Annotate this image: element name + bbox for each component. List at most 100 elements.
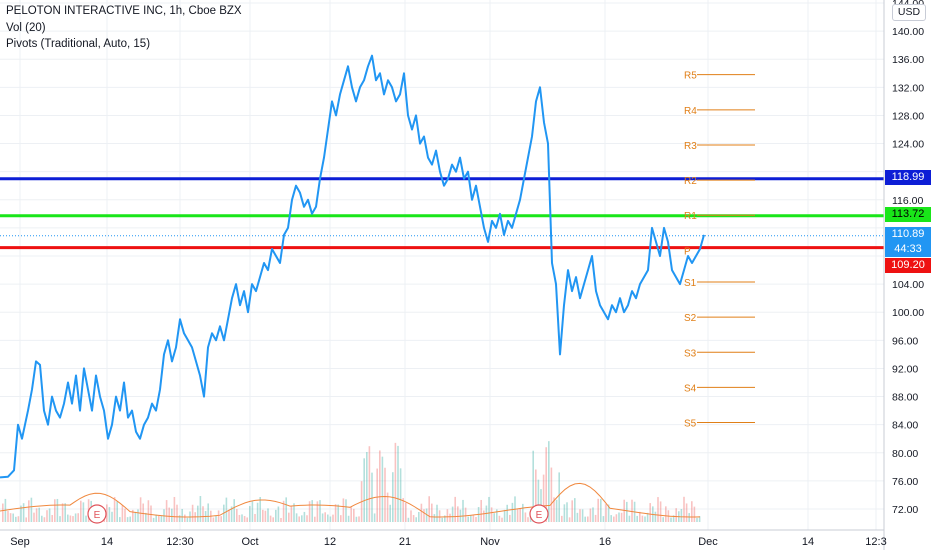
volume-bar [475, 517, 477, 522]
volume-bar [675, 508, 677, 522]
volume-bar [236, 509, 238, 522]
volume-bar [61, 503, 64, 522]
symbol-title[interactable]: PELOTON INTERACTIVE INC, 1h, Cboe BZX [6, 5, 242, 17]
volume-bar [605, 504, 607, 522]
x-tick-label: 14 [802, 536, 814, 548]
volume-bar [249, 506, 251, 522]
green-line-price-badge: 113.72 [885, 207, 931, 222]
volume-bar [457, 506, 459, 522]
volume-bar [319, 500, 321, 522]
volume-bar [584, 516, 586, 522]
volume-bar [464, 507, 467, 522]
volume-bar [444, 515, 446, 522]
volume-bar [672, 515, 675, 522]
x-tick-label: Sep [10, 536, 30, 548]
volume-bar [628, 515, 631, 522]
y-tick-label: 104.00 [892, 279, 924, 291]
volume-bar [665, 506, 667, 522]
volume-bar [592, 507, 594, 522]
volume-bar [295, 513, 298, 522]
volume-bar [451, 506, 454, 522]
volume-bar [155, 514, 157, 522]
volume-bar [428, 496, 430, 522]
volume-bar [238, 514, 241, 522]
x-tick-label: Nov [480, 536, 500, 548]
volume-bar [267, 508, 269, 522]
currency-label[interactable]: USD [892, 4, 926, 21]
volume-bar [119, 517, 121, 522]
volume-bar [20, 505, 22, 522]
volume-bar [561, 515, 563, 522]
volume-bar [316, 501, 319, 522]
volume-bar [321, 513, 324, 522]
volume-bar [269, 515, 272, 522]
y-tick-label: 100.00 [892, 307, 924, 319]
pivot-label-r5: R5 [684, 71, 697, 82]
volume-bar [85, 515, 87, 522]
volume-bar [597, 498, 599, 522]
volume-bar [545, 447, 547, 522]
volume-bar [446, 509, 449, 522]
x-tick-label: 21 [399, 536, 411, 548]
volume-bar [306, 515, 308, 522]
volume-bar [178, 515, 181, 522]
volume-bar [215, 515, 217, 522]
volume-bar [670, 517, 672, 522]
volume-bar [371, 472, 373, 522]
pivots-indicator-label[interactable]: Pivots (Traditional, Auto, 15) [6, 38, 151, 50]
volume-bar [537, 479, 540, 522]
volume-bar [397, 445, 399, 522]
volume-bar [280, 517, 282, 522]
volume-bar [256, 502, 259, 522]
volume-bar [230, 506, 233, 522]
pivot-label-s5: S5 [684, 419, 697, 430]
volume-bar [524, 512, 527, 522]
volume-bar [9, 513, 12, 522]
volume-bar [501, 517, 503, 522]
volume-bar [72, 516, 74, 522]
volume-bar [688, 513, 690, 522]
volume-bar [152, 517, 155, 522]
volume-bar [472, 515, 475, 522]
earnings-marker-label: E [94, 510, 101, 521]
volume-bar [467, 516, 469, 522]
volume-bar [516, 509, 519, 522]
volume-bar [587, 516, 589, 522]
price-line [0, 54, 705, 479]
pivot-label-r2: R2 [684, 176, 697, 187]
volume-bar [38, 507, 40, 522]
volume-bar [308, 501, 311, 522]
volume-bar [28, 500, 30, 522]
volume-bar [22, 503, 25, 522]
volume-bar [558, 472, 560, 522]
volume-bar [418, 511, 420, 522]
volume-bar [59, 516, 61, 522]
volume-indicator-label[interactable]: Vol (20) [6, 22, 46, 34]
volume-bar [126, 517, 129, 522]
volume-bar [329, 516, 332, 522]
volume-bar [659, 501, 662, 522]
volume-bar [171, 508, 173, 522]
volume-bar [618, 512, 620, 522]
volume-bar [251, 501, 254, 522]
volume-bar [490, 507, 493, 522]
volume-bar [379, 450, 381, 522]
volume-bar [158, 515, 160, 522]
pivot-label-p: P [684, 246, 691, 257]
volume-bar [363, 458, 365, 522]
volume-bar [345, 499, 347, 522]
volume-bar [142, 503, 144, 522]
earnings-marker-label: E [536, 510, 543, 521]
x-tick-label: 12:3 [865, 536, 886, 548]
volume-bar [550, 467, 553, 522]
volume-bar [394, 442, 397, 522]
volume-bar [488, 496, 490, 522]
volume-bar [407, 517, 410, 522]
volume-bar [262, 509, 264, 522]
y-tick-label: 88.00 [892, 392, 918, 404]
volume-bar [254, 513, 256, 522]
volume-bar [654, 511, 657, 522]
y-tick-label: 132.00 [892, 82, 924, 94]
volume-bar [337, 504, 339, 522]
